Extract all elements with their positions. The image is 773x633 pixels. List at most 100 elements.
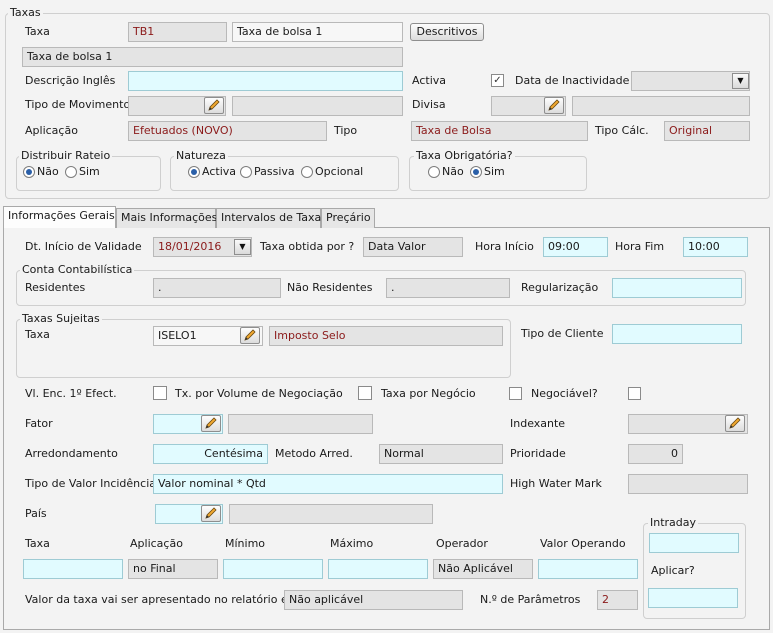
taxa-obrigatoria-title: Taxa Obrigatória? [414,149,515,162]
divisa-label: Divisa [412,98,446,111]
tipo-cliente-label: Tipo de Cliente [521,327,604,340]
metodo-arred-label: Metodo Arred. [275,447,353,460]
tipo-valor-label: Tipo de Valor Incidência [25,477,156,490]
col-taxa-label: Taxa [25,537,50,550]
taxa-negocio-checkbox[interactable] [509,387,522,400]
distribuir-rateio-title: Distribuir Rateio [19,149,113,162]
tx-volume-checkbox[interactable] [358,386,372,400]
fator-pencil-icon[interactable] [201,415,221,432]
relatorio-field[interactable]: Não aplicável [284,590,463,610]
tipo-field[interactable]: Taxa de Bolsa [411,121,588,141]
hora-inicio-label: Hora Início [475,240,534,253]
data-inactividade-field[interactable] [631,71,750,91]
taxa-negocio-label: Taxa por Negócio [381,387,476,400]
aplicacao-value-field[interactable]: no Final [128,559,218,579]
high-water-mark-field[interactable] [628,474,748,494]
tab-intervalos-taxa[interactable]: Intervalos de Taxa [216,208,321,228]
pais-pencil-icon[interactable] [201,505,221,522]
activa-checkbox[interactable]: ✓ [491,74,504,87]
natureza-activa-radio[interactable] [188,166,200,178]
tipo-movimento-name-field[interactable] [232,96,403,116]
intraday-title: Intraday [648,516,699,529]
natureza-passiva-label: Passiva [254,165,295,178]
taxa-obrigatoria-nao-radio[interactable] [428,166,440,178]
descritivos-button[interactable]: Descritivos [410,23,484,41]
sujeitas-name-field[interactable]: Imposto Selo [269,326,503,346]
negociavel-label: Negociável? [531,387,598,400]
parametros-label: N.º de Parâmetros [480,593,581,606]
hora-inicio-field[interactable]: 09:00 [543,237,608,257]
arredondamento-field[interactable]: Centésima [153,444,268,464]
tipo-calc-field[interactable]: Original [664,121,750,141]
taxa-obtida-label: Taxa obtida por ? [260,240,355,253]
natureza-opcional-label: Opcional [315,165,364,178]
dt-inicio-field[interactable]: 18/01/2016 [153,237,252,257]
indexante-label: Indexante [510,417,566,430]
regularizacao-field[interactable] [612,278,742,298]
natureza-passiva-radio[interactable] [240,166,252,178]
pais-label: País [25,507,47,520]
natureza-opcional-radio[interactable] [301,166,313,178]
sujeitas-code-field[interactable]: ISELO1 [153,326,263,346]
hora-fim-label: Hora Fim [615,240,665,253]
prioridade-field[interactable]: 0 [628,444,683,464]
intraday-field[interactable] [649,533,739,553]
data-inactividade-dropdown-icon[interactable]: ▼ [732,73,749,89]
aplicar-field[interactable] [648,588,738,608]
taxa-obrigatoria-nao-label: Não [442,165,464,178]
divisa-pencil-icon[interactable] [544,97,564,114]
dt-inicio-label: Dt. Início de Validade [25,240,142,253]
minimo-field[interactable] [223,559,323,579]
col-maximo-label: Máximo [330,537,374,550]
valor-operando-field[interactable] [538,559,638,579]
taxas-sujeitas-group [16,319,511,378]
tipo-valor-field[interactable]: Valor nominal * Qtd [153,474,503,494]
vl-enc-checkbox[interactable] [153,386,167,400]
divisa-name-field[interactable] [572,96,750,116]
taxa-name-field[interactable]: Taxa de bolsa 1 [232,22,403,42]
tab-informacoes-gerais[interactable]: Informações Gerais [3,206,116,228]
tab-precario[interactable]: Preçário [321,208,375,228]
taxa-value-field[interactable] [23,559,123,579]
tipo-movimento-code-field[interactable] [128,96,226,116]
pais-name-field[interactable] [229,504,433,524]
nao-residentes-label: Não Residentes [287,281,373,294]
tab-mais-informacoes[interactable]: Mais Informações [116,208,217,228]
maximo-field[interactable] [328,559,428,579]
vl-enc-label: Vl. Enc. 1º Efect. [25,387,117,400]
nao-residentes-field[interactable]: . [386,278,510,298]
distribuir-rateio-sim-radio[interactable] [65,166,77,178]
descricao-ingles-field[interactable] [128,71,403,91]
col-valor-operando-label: Valor Operando [540,537,626,550]
distribuir-rateio-nao-label: Não [37,165,59,178]
dt-inicio-dropdown-icon[interactable]: ▼ [234,239,251,255]
aplicacao-field[interactable]: Efetuados (NOVO) [128,121,327,141]
metodo-arred-field[interactable]: Normal [379,444,503,464]
taxa-obrigatoria-sim-radio[interactable] [470,166,482,178]
tipo-movimento-pencil-icon[interactable] [204,97,224,114]
taxa-obtida-field[interactable]: Data Valor [363,237,463,257]
taxa-code-field[interactable]: TB1 [128,22,227,42]
parametros-field[interactable]: 2 [597,590,638,610]
distribuir-rateio-nao-radio[interactable] [23,166,35,178]
data-inactividade-label: Data de Inactividade [515,74,630,87]
aplicacao-label: Aplicação [25,124,78,137]
description-field[interactable]: Taxa de bolsa 1 [22,47,403,67]
arredondamento-label: Arredondamento [25,447,118,460]
high-water-mark-label: High Water Mark [510,477,602,490]
taxa-obrigatoria-sim-label: Sim [484,165,505,178]
operador-field[interactable]: Não Aplicável [433,559,533,579]
residentes-field[interactable]: . [153,278,281,298]
hora-fim-field[interactable]: 10:00 [683,237,748,257]
negociavel-checkbox[interactable] [628,387,641,400]
natureza-title: Natureza [174,149,228,162]
tipo-cliente-field[interactable] [612,324,742,344]
tipo-calc-label: Tipo Cálc. [595,124,649,137]
indexante-pencil-icon[interactable] [725,415,745,432]
taxas-group [5,13,770,199]
indexante-field[interactable] [628,414,748,434]
sujeitas-pencil-icon[interactable] [240,327,260,344]
tipo-label: Tipo [334,124,358,137]
col-aplicacao-label: Aplicação [130,537,183,550]
fator-name-field[interactable] [228,414,373,434]
